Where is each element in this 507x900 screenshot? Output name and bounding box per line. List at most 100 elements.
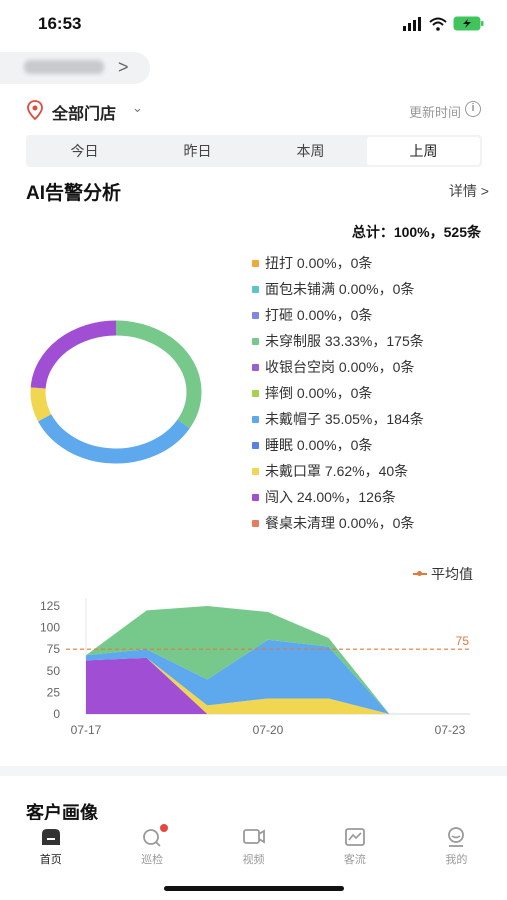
nav-inspect-label: 巡检 <box>141 854 164 866</box>
legend-swatch <box>252 389 259 397</box>
details-link[interactable]: 详情 > <box>448 183 489 199</box>
y-tick-label: 0 <box>53 707 60 721</box>
section-divider <box>0 766 507 776</box>
home-icon <box>39 826 63 848</box>
area-series <box>86 639 450 714</box>
legend-label: 未戴口罩 7.62%，40条 <box>265 463 409 479</box>
average-legend-label: 平均值 <box>431 566 473 582</box>
area-series <box>86 657 450 714</box>
status-icons <box>403 16 485 31</box>
area-series <box>86 657 450 714</box>
donut-slice <box>115 320 202 429</box>
legend-item: 未穿制服 33.33%，175条 <box>252 328 424 354</box>
legend-item: 摔倒 0.00%，0条 <box>252 380 424 406</box>
tab-today[interactable]: 今日 <box>70 143 99 159</box>
alert-donut-chart <box>30 320 202 464</box>
info-icon[interactable]: i <box>465 101 481 117</box>
nav-video[interactable]: 视频 <box>203 820 304 876</box>
customer-portrait-title: 客户画像 <box>26 803 98 823</box>
legend-item: 未戴帽子 35.05%，184条 <box>252 406 424 432</box>
legend-swatch <box>252 363 259 371</box>
legend-item: 打砸 0.00%，0条 <box>252 302 424 328</box>
x-tick-label: 07-20 <box>253 723 284 737</box>
average-legend: 平均值 <box>413 564 473 584</box>
nav-home[interactable]: 首页 <box>0 820 101 876</box>
legend-swatch <box>252 337 259 345</box>
legend-swatch <box>252 259 259 267</box>
x-tick-label: 07-17 <box>71 723 102 737</box>
video-icon <box>242 826 266 848</box>
area-series <box>86 606 450 714</box>
legend-label: 未戴帽子 35.05%，184条 <box>265 411 424 427</box>
nav-traffic[interactable]: 客流 <box>304 820 405 876</box>
nav-home-label: 首页 <box>39 854 62 866</box>
nav-video-label: 视频 <box>242 854 265 866</box>
status-time: 16:53 <box>38 14 82 33</box>
signal-icon <box>403 16 421 31</box>
alert-trend-area-chart: 0 25 50 75 100 125 75 07-17 07-20 07-23 <box>40 598 470 737</box>
nav-profile[interactable]: 我的 <box>406 820 507 876</box>
legend-item: 餐桌未清理 0.00%，0条 <box>252 510 424 536</box>
y-tick-label: 25 <box>47 685 61 699</box>
average-line-marker <box>413 570 427 578</box>
traffic-icon <box>343 826 367 848</box>
blurred-store-name <box>24 60 104 74</box>
legend-label: 面包未铺满 0.00%，0条 <box>265 281 415 297</box>
update-time-label: 更新时间 <box>408 105 461 120</box>
legend-swatch <box>252 519 259 527</box>
chevron-down-icon[interactable]: ⌄ <box>132 100 143 115</box>
store-selector[interactable]: 全部门店 <box>52 106 117 123</box>
legend-label: 睡眠 0.00%，0条 <box>265 437 373 453</box>
legend-swatch <box>252 311 259 319</box>
legend-label: 餐桌未清理 0.00%，0条 <box>265 515 415 531</box>
legend-label: 打砸 0.00%，0条 <box>265 307 373 323</box>
legend-label: 闯入 24.00%，126条 <box>265 489 396 505</box>
tab-last-week[interactable]: 上周 <box>367 137 480 165</box>
inspect-icon <box>140 824 169 848</box>
legend-swatch <box>252 467 259 475</box>
legend-item: 睡眠 0.00%，0条 <box>252 432 424 458</box>
battery-icon <box>453 16 484 31</box>
profile-icon <box>444 826 468 848</box>
x-tick-label: 07-23 <box>435 723 466 737</box>
location-pin-icon <box>27 100 43 120</box>
legend-swatch <box>252 493 259 501</box>
legend-label: 摔倒 0.00%，0条 <box>265 385 373 401</box>
date-range-tabs: 今日 昨日 本周 上周 <box>26 135 482 167</box>
legend-item: 面包未铺满 0.00%，0条 <box>252 276 424 302</box>
donut-slice <box>30 387 52 422</box>
bottom-nav: 首页 巡检 视频 客流 我的 <box>0 820 507 876</box>
store-switch-pill[interactable]: > <box>0 52 150 84</box>
tab-this-week[interactable]: 本周 <box>296 143 325 159</box>
chevron-right-icon: > <box>118 57 129 77</box>
nav-profile-label: 我的 <box>445 854 468 866</box>
legend-item: 扭打 0.00%，0条 <box>252 250 424 276</box>
donut-slice <box>30 320 117 389</box>
legend-label: 收银台空岗 0.00%，0条 <box>265 359 415 375</box>
home-indicator <box>164 886 344 891</box>
legend-item: 闯入 24.00%，126条 <box>252 484 424 510</box>
store-filter-row: 全部门店 ⌄ 更新时间 i <box>26 98 481 123</box>
ai-alert-title: AI告警分析 <box>26 183 122 204</box>
donut-slice <box>38 414 190 464</box>
nav-traffic-label: 客流 <box>343 854 366 866</box>
nav-inspect[interactable]: 巡检 <box>101 820 202 876</box>
y-tick-label: 50 <box>47 664 61 678</box>
legend-label: 扭打 0.00%，0条 <box>265 255 373 271</box>
legend-label: 未穿制服 33.33%，175条 <box>265 333 424 349</box>
donut-legend: 扭打 0.00%，0条面包未铺满 0.00%，0条 打砸 0.00%，0条未穿制服… <box>252 250 424 536</box>
alert-total: 总计：100%，525条 <box>351 224 481 240</box>
wifi-icon <box>429 17 447 31</box>
tab-yesterday[interactable]: 昨日 <box>183 143 212 159</box>
legend-swatch <box>252 415 259 423</box>
y-tick-label: 75 <box>47 642 61 656</box>
y-tick-label: 125 <box>40 599 60 613</box>
legend-swatch <box>252 441 259 449</box>
legend-swatch <box>252 285 259 293</box>
notification-badge <box>160 824 169 832</box>
y-tick-label: 100 <box>40 621 60 635</box>
legend-item: 收银台空岗 0.00%，0条 <box>252 354 424 380</box>
average-value-label: 75 <box>456 634 470 648</box>
legend-item: 未戴口罩 7.62%，40条 <box>252 458 424 484</box>
status-bar: 16:53 <box>0 0 507 50</box>
